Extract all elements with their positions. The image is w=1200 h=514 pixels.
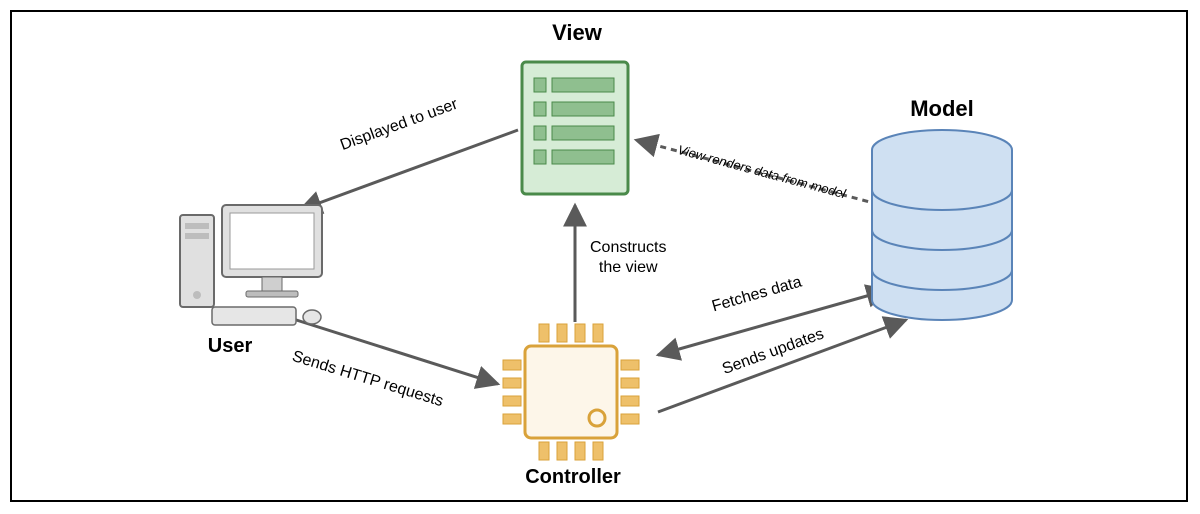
user-label: User xyxy=(200,335,260,358)
edge-label-controller-to-view: Constructs the view xyxy=(590,238,666,278)
model-label: Model xyxy=(902,96,982,122)
edge-label-line1: Constructs xyxy=(590,239,666,256)
controller-label: Controller xyxy=(518,466,628,489)
edge-label-line2: the view xyxy=(599,259,658,276)
view-label: View xyxy=(542,20,612,46)
